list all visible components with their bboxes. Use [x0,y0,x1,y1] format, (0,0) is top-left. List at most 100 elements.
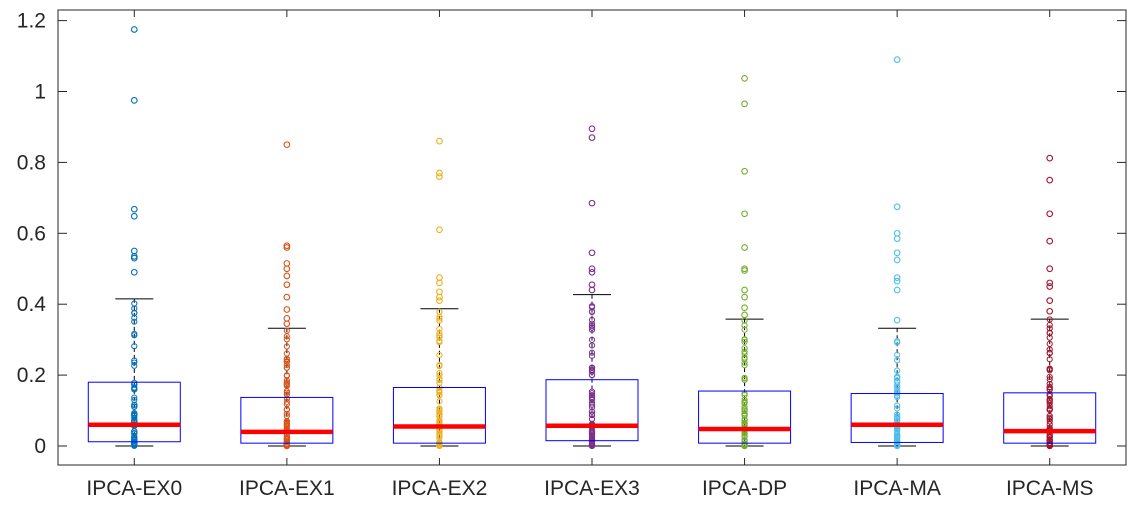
data-point [1046,349,1053,356]
y-tick-label: 0.6 [17,222,46,245]
outlier-point [1046,154,1054,162]
data-point [131,414,138,422]
box-iqr [392,387,486,444]
y-tick-label: 0.8 [17,151,46,174]
data-point [894,402,901,409]
box-group-ipca-ms [1003,154,1097,450]
outlier-point [1046,210,1054,218]
data-point [588,316,596,324]
outlier-point [741,210,748,218]
data-point [436,405,443,412]
data-point [436,351,443,359]
outlier-point [283,244,291,251]
data-point [1046,316,1053,323]
outlier-point [130,26,138,33]
x-tick-label: IPCA-EX3 [544,477,640,500]
data-point [1046,399,1053,407]
data-point [894,435,901,442]
outlier-point [741,75,748,82]
data-point [894,339,901,346]
outlier-point [588,281,596,289]
box-group-ipca-ma [850,56,944,450]
data-point [131,330,138,337]
outlier-point [283,293,291,301]
outlier-point [588,125,596,133]
data-point [1046,356,1053,363]
data-point [131,394,138,401]
data-point [588,441,596,448]
x-tick-label: IPCA-MS [1006,477,1094,500]
box-group-ipca-ex1 [240,141,334,450]
outlier-point [1046,283,1054,290]
outlier-point [1046,237,1054,245]
box-iqr [240,396,334,444]
data-point [436,417,443,424]
data-point [283,364,290,371]
outlier-point [130,268,138,276]
box-group-ipca-ex2 [392,137,486,450]
data-point [436,362,443,370]
data-point [1046,414,1053,421]
data-point [283,362,290,369]
outlier-point [741,293,748,301]
data-point [131,300,138,307]
outlier-point [130,97,138,104]
data-point [588,364,596,371]
data-point [283,410,290,417]
data-point [741,326,748,333]
data-point [894,357,901,364]
box-iqr [698,390,792,444]
data-point [741,399,748,406]
box-group-ipca-ex0 [87,26,181,449]
data-point [588,429,596,436]
outlier-point [893,256,901,264]
data-point [131,430,138,437]
data-point [436,411,443,418]
data-point [741,420,748,427]
outlier-point [741,311,748,319]
data-point [741,410,748,417]
data-point [741,336,748,343]
data-point [1046,392,1053,400]
outlier-point [436,274,443,281]
data-point [588,411,596,418]
data-point [283,398,290,405]
outlier-point [741,244,748,251]
data-point [283,401,290,408]
x-tick-label: IPCA-DP [702,477,787,500]
outlier-point [283,315,291,322]
outlier-point [741,304,748,312]
data-point [436,308,443,315]
outlier-point [893,274,901,281]
outlier-point [588,249,596,257]
chart-axes: IPCA-EX0 IPCA-EX1 IPCA-EX2 IPCA-EX3 IPCA-DP I… [17,9,1127,500]
data-point [741,362,748,369]
data-point [1046,325,1053,332]
data-point [1046,373,1053,381]
data-point [894,367,901,374]
outlier-point [1046,307,1054,315]
data-point [131,309,138,317]
outlier-point [436,297,443,305]
outlier-point [130,254,138,262]
data-point [894,373,901,380]
x-tick-label: IPCA-MA [853,477,941,500]
data-point [894,377,901,384]
outlier-point [893,316,901,324]
data-point [436,392,443,399]
y-tick-label: 0 [34,435,46,458]
outlier-point [1046,297,1054,305]
data-point [131,436,138,443]
data-point [588,320,596,327]
data-point [436,334,443,341]
data-point [588,304,596,311]
data-point [741,338,748,346]
data-point [131,379,138,386]
outlier-point [588,286,596,294]
data-point [1046,376,1053,383]
outlier-point [130,212,138,220]
data-point [1046,391,1053,398]
data-point [741,433,748,440]
data-point [1046,441,1053,448]
